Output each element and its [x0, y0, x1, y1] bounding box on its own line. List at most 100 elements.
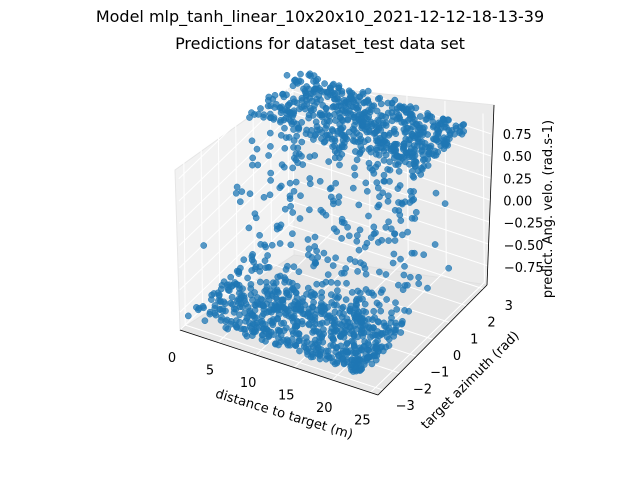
scatter-point — [266, 129, 274, 137]
scatter-point — [300, 102, 308, 110]
data-points — [184, 70, 468, 375]
scatter-point — [394, 161, 402, 168]
scatter-point — [265, 152, 272, 159]
scatter-point — [328, 89, 336, 96]
scatter-point — [424, 284, 431, 292]
scatter-point — [290, 187, 298, 195]
scatter-point — [415, 280, 423, 288]
scatter-point — [248, 109, 255, 116]
scatter-point — [331, 111, 338, 118]
scatter-point — [330, 225, 338, 233]
scatter-point — [396, 102, 404, 110]
scatter-point — [252, 263, 260, 271]
scatter-point — [365, 316, 372, 323]
scatter-point — [305, 305, 313, 313]
scatter-point — [282, 266, 290, 273]
scatter-point — [393, 306, 401, 313]
scatter-point — [422, 116, 430, 123]
scatter-point — [249, 154, 257, 162]
scatter-point — [382, 224, 390, 231]
scatter-point — [232, 189, 240, 197]
scatter-point — [292, 178, 300, 186]
x-tick-label: 25 — [354, 414, 371, 429]
z-tick-label: 0.00 — [503, 195, 532, 210]
scatter-point — [287, 241, 295, 249]
scatter-point — [274, 273, 282, 281]
y-tick-label: 0 — [453, 349, 461, 364]
scatter-point — [432, 189, 440, 197]
scatter-point — [277, 182, 285, 190]
scatter-point — [287, 202, 295, 210]
scatter-point — [320, 88, 328, 96]
scatter-point — [351, 138, 359, 145]
scatter-point — [391, 237, 399, 244]
scatter-point — [420, 124, 428, 131]
scatter-point — [306, 175, 314, 182]
scatter-point — [276, 240, 284, 247]
scatter-point — [271, 91, 279, 99]
scatter-point — [331, 308, 339, 316]
scatter-point — [284, 101, 292, 109]
scatter-point — [383, 296, 390, 303]
scatter-point — [244, 274, 251, 282]
scatter-point — [322, 278, 330, 286]
scatter-point — [231, 279, 239, 286]
scatter-point — [290, 126, 297, 133]
scatter-point — [379, 189, 387, 197]
scatter-point — [355, 246, 363, 254]
y-tick-label: −3 — [396, 399, 415, 414]
scatter-point — [408, 193, 415, 200]
scatter-point — [391, 125, 398, 133]
scatter-point — [392, 299, 399, 307]
scatter-point — [339, 303, 347, 311]
scatter-point — [310, 299, 317, 306]
scatter-point — [377, 307, 385, 315]
scatter-point — [321, 80, 328, 87]
scatter-point — [386, 158, 393, 166]
scatter-point — [223, 316, 231, 324]
scatter-point — [404, 228, 411, 236]
scatter-point — [415, 273, 422, 281]
scatter-point — [310, 136, 317, 143]
scatter-point — [445, 264, 453, 272]
scatter-point — [420, 251, 428, 259]
scatter-point — [325, 158, 333, 165]
scatter-point — [380, 157, 388, 164]
scatter-point — [328, 126, 336, 133]
scatter-point — [362, 270, 370, 278]
scatter-point — [211, 302, 219, 309]
scatter-point — [384, 198, 392, 205]
scatter-point — [297, 70, 304, 78]
scatter-point — [412, 208, 420, 216]
z-tick-label: −0.25 — [503, 217, 543, 232]
scatter-point — [408, 167, 416, 175]
scatter-point — [297, 78, 305, 85]
scatter-point — [311, 233, 319, 241]
scatter-point — [338, 321, 345, 329]
scatter-point — [320, 326, 327, 333]
scatter-point — [352, 297, 360, 305]
scatter-point — [359, 90, 367, 98]
scatter-point — [380, 171, 388, 179]
scatter-point — [264, 102, 272, 110]
scatter-point — [311, 243, 319, 250]
x-tick-label: 10 — [240, 376, 257, 391]
scatter-point — [304, 236, 312, 243]
scatter-point — [397, 217, 405, 224]
scatter-point — [318, 289, 326, 296]
scatter-point — [313, 280, 321, 288]
scatter-point — [355, 201, 363, 209]
scatter-point — [327, 342, 335, 349]
scatter-point — [310, 262, 317, 270]
scatter-point — [399, 317, 406, 325]
scatter-point — [222, 324, 230, 332]
x-tick-label: 0 — [168, 351, 176, 366]
scatter-point — [200, 242, 208, 249]
scatter-point — [340, 269, 348, 277]
scatter-point — [201, 317, 209, 325]
scatter-point — [311, 336, 319, 344]
scatter-point — [267, 169, 275, 177]
scatter-point — [384, 99, 392, 107]
scatter-point — [431, 241, 439, 248]
scatter-point — [440, 137, 447, 144]
